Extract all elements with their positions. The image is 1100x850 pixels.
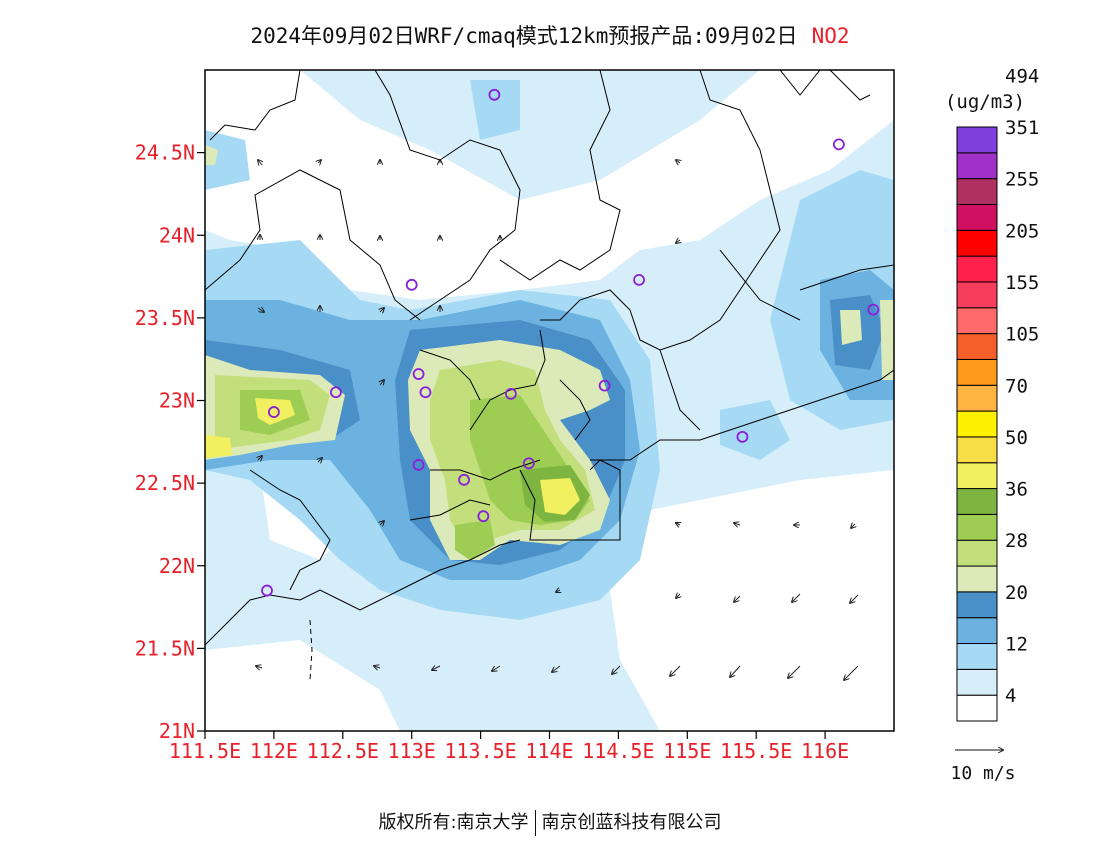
station-marker <box>598 379 611 392</box>
legend-swatch <box>956 178 998 205</box>
legend-swatch <box>956 436 998 464</box>
lat-tick-label: 24.5N <box>135 141 195 165</box>
station-marker <box>488 88 501 101</box>
legend-label: 20 <box>1005 582 1028 604</box>
legend-label: 28 <box>1005 530 1028 552</box>
color-legend <box>956 126 998 722</box>
monitoring-stations <box>261 88 880 597</box>
legend-label: 155 <box>1005 272 1039 294</box>
station-marker <box>832 138 845 151</box>
legend-label: 12 <box>1005 634 1028 656</box>
no2-concentration-field <box>205 70 894 731</box>
legend-swatch <box>956 488 998 515</box>
legend-swatch <box>956 384 998 412</box>
copyright-footer: 版权所有:南京大学 南京创蓝科技有限公司 <box>0 808 1100 836</box>
lon-tick-label: 113.5E <box>444 739 516 763</box>
legend-swatch <box>956 358 998 386</box>
lat-tick-label: 23N <box>159 389 195 413</box>
station-marker <box>330 386 342 399</box>
legend-swatch <box>956 643 998 670</box>
station-marker <box>867 303 880 316</box>
legend-swatch <box>956 462 998 490</box>
lon-tick-label: 114E <box>525 739 573 763</box>
station-marker <box>419 386 432 399</box>
legend-swatch <box>956 565 998 593</box>
lon-tick-label: 115E <box>663 739 711 763</box>
longitude-axis: 111.5E 112E 112.5E 113E 113.5E 114E 114.5E 115E… <box>169 731 849 763</box>
lat-tick-label: 24N <box>159 223 195 247</box>
legend-swatch <box>956 281 998 309</box>
legend-unit: (ug/m3) <box>945 91 1025 113</box>
legend-label: 105 <box>1005 324 1039 346</box>
station-marker <box>405 278 418 291</box>
map-title: 2024年09月02日WRF/cmaq模式12km预报产品:09月02日 NO2 <box>0 20 1100 52</box>
station-marker <box>522 457 535 470</box>
legend-labels: 4 12 20 28 36 50 70 105 155 205 255 351 494 <box>1005 65 1039 707</box>
title-text: 2024年09月02日WRF/cmaq模式12km预报产品:09月02日 <box>250 24 798 48</box>
station-marker <box>267 406 280 418</box>
legend-label: 70 <box>1005 375 1028 397</box>
wind-scale: 10 m/s <box>950 750 1016 784</box>
legend-label: 351 <box>1005 117 1039 139</box>
legend-swatch <box>956 539 998 567</box>
legend-label: 4 <box>1005 685 1016 707</box>
legend-swatch <box>956 229 998 257</box>
legend-label: 494 <box>1005 65 1039 87</box>
legend-label: 36 <box>1005 479 1028 501</box>
legend-swatch <box>956 203 998 231</box>
copyright-company: 南京创蓝科技有限公司 <box>541 812 722 833</box>
station-marker <box>412 368 425 380</box>
station-marker <box>633 273 645 286</box>
copyright-owner: 版权所有:南京大学 <box>378 812 529 833</box>
lon-tick-label: 115.5E <box>720 739 792 763</box>
province-boundaries <box>205 70 894 681</box>
lon-tick-label: 116E <box>801 739 849 763</box>
footer-separator <box>534 810 536 836</box>
station-marker <box>261 584 273 597</box>
lon-tick-label: 111.5E <box>169 739 241 763</box>
legend-swatch <box>956 591 998 619</box>
wind-scale-label: 10 m/s <box>950 763 1015 784</box>
station-marker <box>505 387 517 400</box>
legend-swatch <box>956 333 998 360</box>
lon-tick-label: 114.5E <box>582 739 654 763</box>
legend-label: 205 <box>1005 220 1039 242</box>
legend-swatch <box>956 307 998 335</box>
lon-tick-label: 113E <box>388 739 436 763</box>
legend-label: 50 <box>1005 427 1028 449</box>
latitude-axis: 24.5N 24N 23.5N 23N 22.5N 22N 21.5N 21N <box>135 141 205 743</box>
legend-swatch <box>956 617 998 645</box>
station-marker <box>412 459 425 471</box>
lat-tick-label: 21N <box>159 719 195 743</box>
pollutant-label: NO2 <box>811 24 850 48</box>
legend-label: 255 <box>1005 169 1039 191</box>
lat-tick-label: 21.5N <box>135 636 195 660</box>
legend-swatch <box>956 126 998 154</box>
legend-swatch <box>956 255 998 283</box>
legend-swatch <box>956 668 998 696</box>
wind-vector-field <box>256 160 859 680</box>
legend-swatch <box>956 410 998 438</box>
legend-swatch <box>956 694 998 722</box>
lon-tick-label: 112E <box>250 739 298 763</box>
legend-swatch <box>956 152 998 180</box>
lat-tick-label: 22.5N <box>135 471 195 495</box>
legend-swatch <box>956 513 998 541</box>
lon-tick-label: 112.5E <box>307 739 379 763</box>
station-marker <box>458 473 470 486</box>
station-marker <box>736 430 749 443</box>
station-marker <box>477 510 490 523</box>
lat-tick-label: 22N <box>159 554 195 578</box>
lat-tick-label: 23.5N <box>135 306 195 330</box>
